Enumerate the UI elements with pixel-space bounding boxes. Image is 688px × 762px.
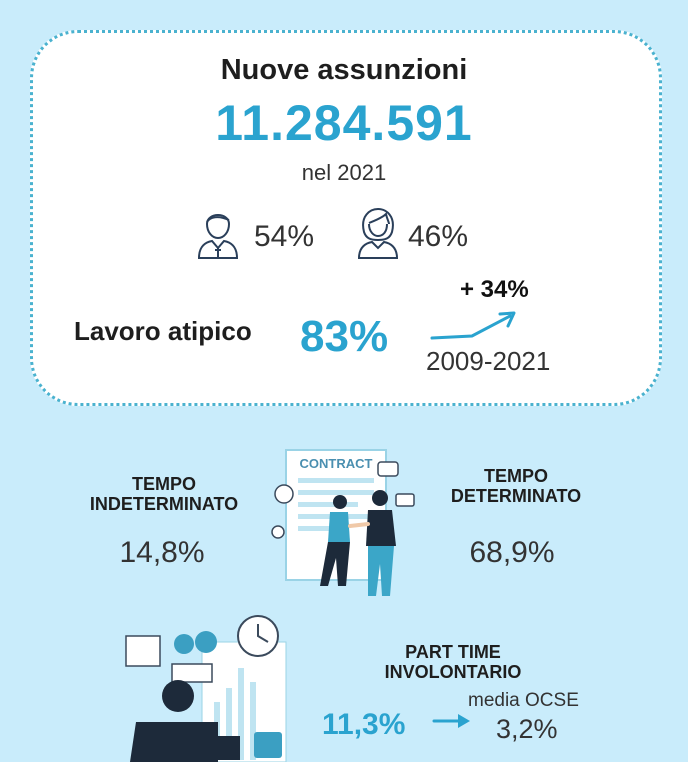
- part-time-label-line2: INVOLONTARIO: [384, 662, 522, 682]
- atypical-work-value: 83%: [300, 312, 389, 361]
- part-time-label: PART TIME INVOLONTARIO: [370, 642, 536, 682]
- arrow-right-icon: [432, 712, 472, 730]
- fixed-term-label-line2: DETERMINATO: [450, 486, 582, 506]
- part-time-value: 11,3%: [322, 708, 406, 741]
- fixed-term-label-line1: TEMPO: [483, 466, 548, 486]
- fixed-term-contract-label: TEMPO DETERMINATO: [444, 466, 588, 506]
- period-label: 2009-2021: [426, 346, 551, 376]
- contract-illustration: CONTRACT: [266, 446, 426, 602]
- office-work-illustration: [122, 612, 290, 762]
- contract-heading: CONTRACT: [300, 456, 373, 471]
- summary-card: [30, 30, 662, 406]
- year-label: nel 2021: [301, 160, 387, 185]
- trend-up-arrow-icon: [430, 308, 520, 342]
- fixed-term-contract-value: 68,9%: [469, 536, 555, 569]
- growth-value: + 34%: [460, 276, 529, 303]
- permanent-contract-label: TEMPO INDETERMINATO: [84, 474, 244, 514]
- female-percentage: 46%: [408, 220, 469, 253]
- page-title: Nuove assunzioni: [220, 54, 468, 86]
- woman-user-icon: [356, 206, 400, 260]
- permanent-label-line2: INDETERMINATO: [89, 494, 239, 514]
- ocse-average-label: media OCSE: [468, 690, 579, 711]
- permanent-label-line1: TEMPO: [131, 474, 196, 494]
- permanent-contract-value: 14,8%: [119, 536, 205, 569]
- male-percentage: 54%: [254, 220, 315, 253]
- atypical-work-label: Lavoro atipico: [74, 316, 252, 346]
- man-user-icon: [196, 206, 240, 260]
- total-hires-value: 11.284.591: [215, 95, 473, 151]
- ocse-average-value: 3,2%: [496, 714, 558, 744]
- part-time-label-line1: PART TIME: [405, 642, 501, 662]
